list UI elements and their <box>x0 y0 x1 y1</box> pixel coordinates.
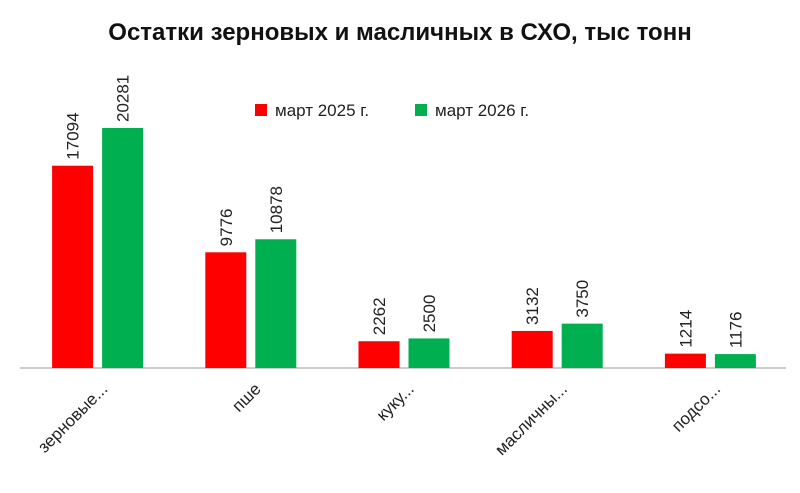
bar <box>664 353 706 368</box>
bar <box>205 252 247 368</box>
x-tick-label: зерновые... <box>34 379 111 456</box>
x-tick-label: масличны... <box>491 379 571 459</box>
bar <box>102 128 144 368</box>
x-tick-label: пше <box>228 379 264 415</box>
value-label: 3132 <box>523 287 542 325</box>
value-label: 2262 <box>370 297 389 335</box>
value-label: 20281 <box>114 75 133 122</box>
bar <box>511 330 553 368</box>
legend-swatch <box>255 104 267 116</box>
value-label: 17094 <box>64 112 83 159</box>
value-label: 1214 <box>676 310 695 348</box>
legend-label: март 2025 г. <box>275 101 369 120</box>
legend-label: март 2026 г. <box>435 101 529 120</box>
value-label: 1176 <box>726 312 745 349</box>
chart-title: Остатки зерновых и масличных в СХО, тыс … <box>108 19 692 46</box>
value-label: 2500 <box>420 295 439 333</box>
bar <box>408 338 450 368</box>
bar <box>255 239 297 368</box>
bar <box>561 323 603 368</box>
bar <box>358 341 400 368</box>
x-tick-label: куку... <box>373 379 418 424</box>
bar <box>714 354 756 368</box>
value-label: 9776 <box>217 208 236 246</box>
x-tick-label: подсо... <box>668 379 724 435</box>
value-label: 3750 <box>573 280 592 318</box>
bar <box>52 165 94 368</box>
legend-swatch <box>415 104 427 116</box>
value-label: 10878 <box>267 186 286 233</box>
